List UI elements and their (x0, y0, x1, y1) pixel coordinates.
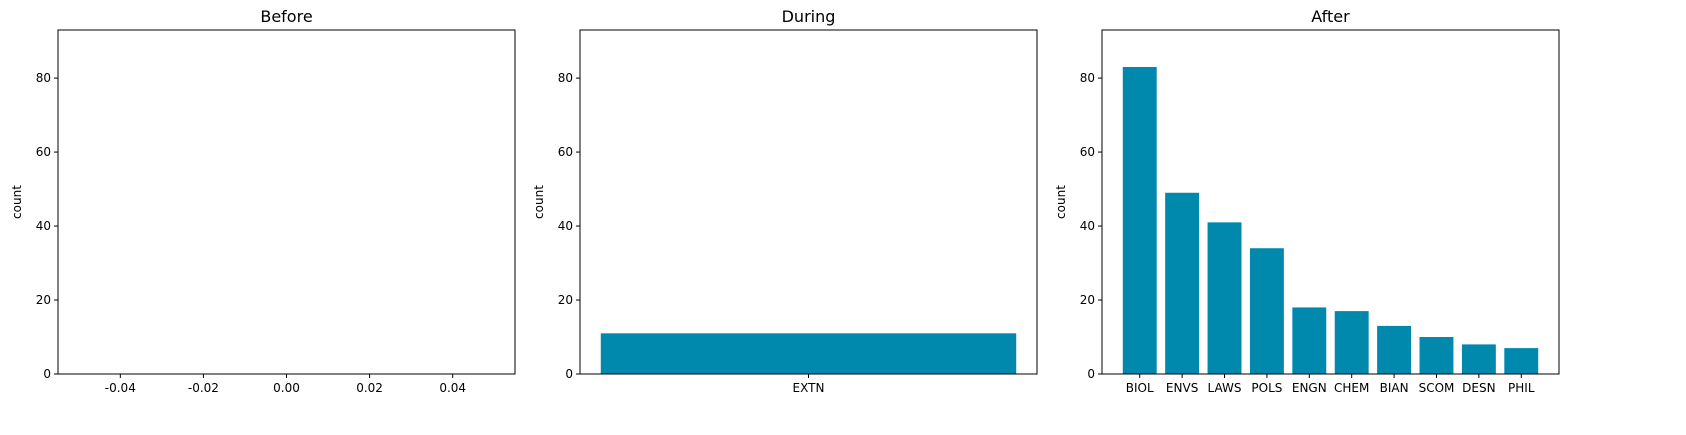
bar-phil (1504, 348, 1539, 374)
y-tick-label: 0 (43, 367, 51, 381)
subplot-after: After count 0 20 40 60 80 BIOL ENVS LAWS POLS ENGN C… (1054, 7, 1560, 395)
y-axis-label: count (10, 185, 24, 219)
x-tick-label: EXTN (793, 381, 825, 395)
y-tick-label: 40 (1080, 219, 1095, 233)
x-tick-label: 0.02 (356, 381, 383, 395)
y-axis-label: count (532, 185, 546, 219)
x-tick-label: LAWS (1208, 381, 1242, 395)
plot-frame (579, 29, 1038, 375)
bar-engn (1292, 307, 1327, 374)
subplot-title: During (782, 7, 836, 26)
y-tick-label: 40 (36, 219, 51, 233)
plot-frame (57, 29, 516, 375)
x-tick-label: SCOM (1419, 381, 1455, 395)
subplot-during: During count 0 20 40 60 80 EXTN (532, 7, 1038, 395)
x-tick-label: BIOL (1126, 381, 1154, 395)
x-tick-label: CHEM (1334, 381, 1369, 395)
x-tick-label: 0.04 (439, 381, 466, 395)
x-tick-label: ENVS (1166, 381, 1198, 395)
bar-bian (1377, 325, 1412, 374)
x-tick-label: -0.04 (105, 381, 136, 395)
y-tick-label: 20 (1080, 293, 1095, 307)
x-tick-label: 0.00 (273, 381, 300, 395)
subplot-before: Before count 0 20 40 60 80 -0.04 -0.02 0.00 0.02 0.… (10, 7, 516, 395)
y-axis-label: count (1054, 185, 1068, 219)
x-tick-label: -0.02 (188, 381, 219, 395)
x-tick-label: PHIL (1508, 381, 1535, 395)
x-tick-label: POLS (1251, 381, 1282, 395)
bar-desn (1461, 344, 1496, 374)
x-tick-label: ENGN (1292, 381, 1327, 395)
y-tick-label: 40 (558, 219, 573, 233)
bar-envs (1165, 192, 1200, 374)
subplot-title: After (1311, 7, 1350, 26)
bar-scom (1419, 337, 1454, 374)
x-tick-label: DESN (1462, 381, 1495, 395)
y-tick-label: 0 (565, 367, 573, 381)
bar-extn (600, 333, 1017, 374)
y-tick-label: 80 (558, 71, 573, 85)
y-tick-label: 0 (1087, 367, 1095, 381)
plot-frame (1101, 29, 1560, 375)
y-tick-label: 60 (558, 145, 573, 159)
subplot-title: Before (260, 7, 312, 26)
bar-biol (1122, 66, 1157, 374)
x-tick-label: BIAN (1380, 381, 1409, 395)
bar-laws (1207, 222, 1242, 374)
y-tick-label: 80 (1080, 71, 1095, 85)
y-tick-label: 60 (1080, 145, 1095, 159)
y-tick-label: 20 (558, 293, 573, 307)
bar-pols (1249, 248, 1284, 374)
y-tick-label: 80 (36, 71, 51, 85)
bar-chem (1334, 311, 1369, 374)
y-tick-label: 20 (36, 293, 51, 307)
y-tick-label: 60 (36, 145, 51, 159)
